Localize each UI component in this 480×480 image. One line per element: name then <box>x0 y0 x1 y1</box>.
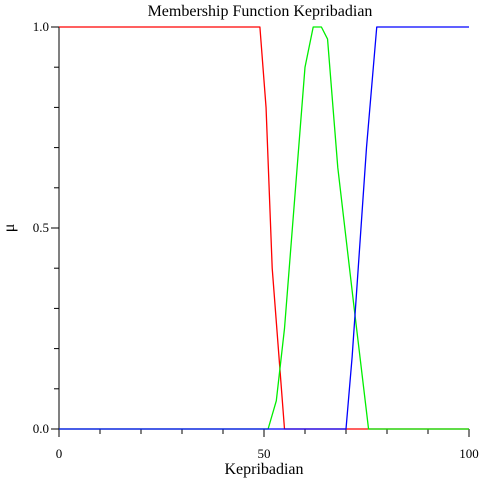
x-axis-label: Kepribadian <box>224 461 303 478</box>
y-tick-label: 0.5 <box>33 220 49 235</box>
y-axis-label: μ <box>1 224 18 233</box>
series-line-2 <box>59 26 469 430</box>
chart-title: Membership Function Kepribadian <box>148 3 373 20</box>
series-line-1 <box>59 26 469 430</box>
y-tick-label: 0.0 <box>33 421 49 436</box>
axes: 0 50 100 0.0 0.5 1.0 <box>33 19 479 461</box>
x-tick-label: 50 <box>258 446 271 461</box>
y-tick-label: 1.0 <box>33 19 49 34</box>
x-tick-label: 100 <box>459 446 479 461</box>
series-line-3 <box>59 26 469 430</box>
x-tick-label: 0 <box>56 446 63 461</box>
series-layer <box>59 26 469 430</box>
